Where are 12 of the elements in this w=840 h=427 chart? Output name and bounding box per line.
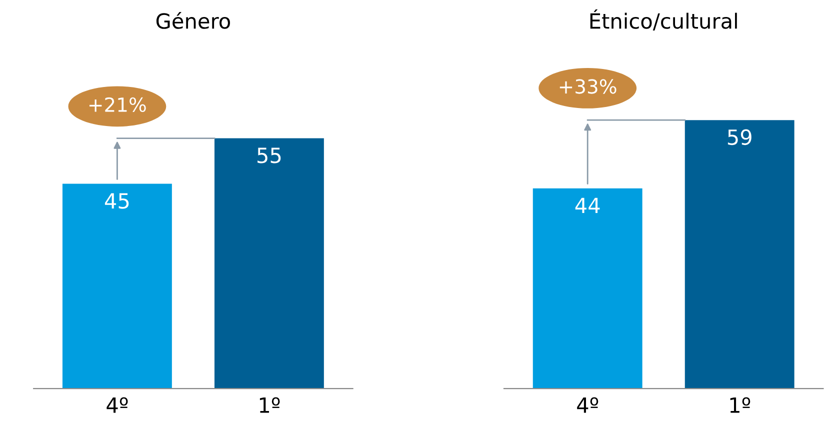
x-tick-label: 4º [106, 397, 128, 413]
chart-title: Étnico/cultural [590, 9, 737, 31]
data-label: 45 [104, 193, 129, 209]
text: +33% [560, 79, 616, 94]
x-tick-label: 1º [730, 397, 750, 413]
data-label: 55 [258, 148, 281, 164]
text: +21% [90, 97, 146, 112]
data-label: 44 [575, 198, 600, 214]
x-tick-label: 4º [577, 397, 598, 413]
data-label: 59 [728, 129, 752, 146]
chart-title: Género [156, 12, 230, 29]
x-tick-label: 1º [260, 397, 280, 413]
